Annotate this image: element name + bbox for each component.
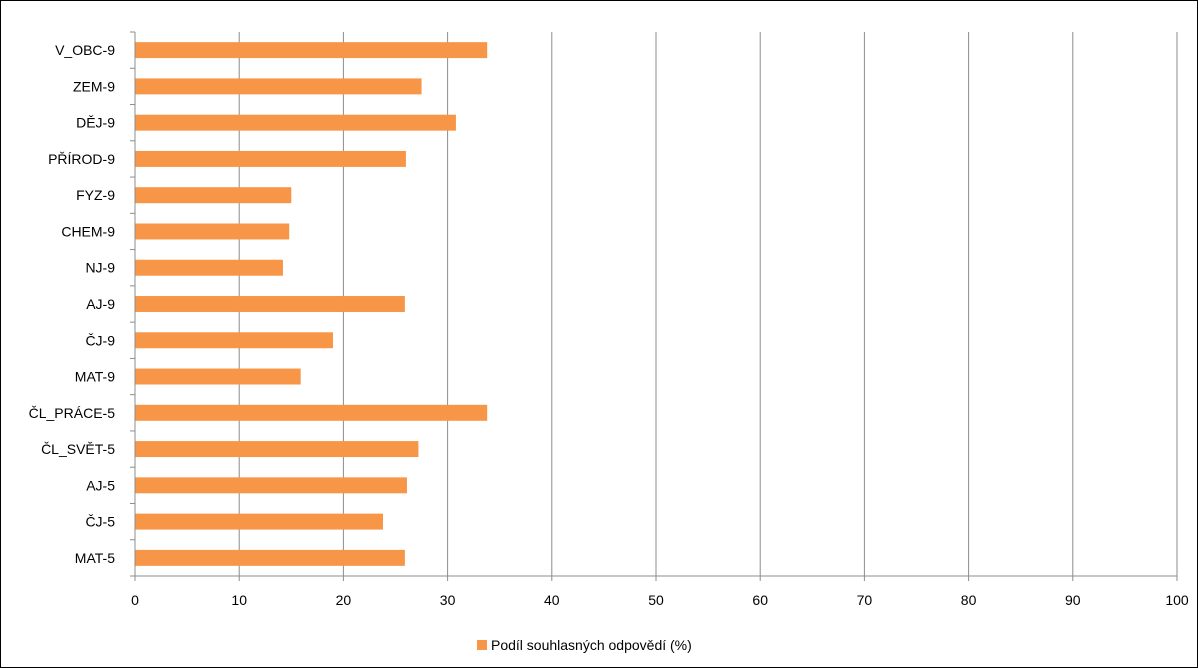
bar <box>135 150 406 167</box>
category-label: AJ-5 <box>86 477 115 493</box>
bar <box>135 187 292 204</box>
bar <box>135 296 405 312</box>
category-label: NJ-9 <box>85 260 115 276</box>
x-tick-label: 0 <box>131 592 139 608</box>
bar <box>135 259 283 276</box>
category-label: CHEM-9 <box>61 223 115 239</box>
category-label: ČJ-5 <box>85 514 115 530</box>
bar <box>135 368 301 385</box>
x-tick-labels: 0 10 20 30 40 50 60 70 80 90 100 <box>131 592 1189 608</box>
category-label: AJ-9 <box>86 296 115 312</box>
bar <box>135 549 405 566</box>
axes <box>130 31 1178 581</box>
category-label: V_OBC-9 <box>55 42 115 58</box>
x-tick-label: 60 <box>752 592 768 608</box>
legend-label: Podíl souhlasných odpovědí (%) <box>491 637 692 653</box>
bars <box>135 42 488 566</box>
bar <box>135 42 488 59</box>
category-label: MAT-5 <box>75 550 115 566</box>
x-tick-label: 40 <box>544 592 560 608</box>
bar <box>135 477 407 494</box>
bar <box>135 78 422 95</box>
x-tick-label: 10 <box>231 592 247 608</box>
x-tick-label: 80 <box>961 592 977 608</box>
x-tick-label: 70 <box>857 592 873 608</box>
category-label: ZEM-9 <box>73 78 115 94</box>
category-label: MAT-9 <box>75 369 115 385</box>
category-label: PŘÍROD-9 <box>48 151 115 167</box>
x-tick-label: 30 <box>440 592 456 608</box>
category-label: ČJ-9 <box>85 332 115 348</box>
bar <box>135 332 333 349</box>
category-label: ČL_SVĚT-5 <box>41 441 115 457</box>
bar <box>135 114 456 131</box>
category-label: ČL_PRÁCE-5 <box>29 405 116 421</box>
bar <box>135 513 383 530</box>
category-label: DĚJ-9 <box>76 115 115 131</box>
category-label: FYZ-9 <box>76 187 115 203</box>
category-labels: V_OBC-9 ZEM-9 DĚJ-9 PŘÍROD-9 FYZ-9 CHEM-9 NJ-9… <box>29 42 116 566</box>
x-tick-label: 20 <box>336 592 352 608</box>
legend: Podíl souhlasných odpovědí (%) <box>477 637 692 653</box>
bar <box>135 441 419 458</box>
bar <box>135 223 290 240</box>
x-tick-label: 90 <box>1065 592 1081 608</box>
bar <box>135 404 488 421</box>
legend-swatch <box>477 640 487 650</box>
x-tick-label: 50 <box>648 592 664 608</box>
x-tick-label: 100 <box>1165 592 1189 608</box>
